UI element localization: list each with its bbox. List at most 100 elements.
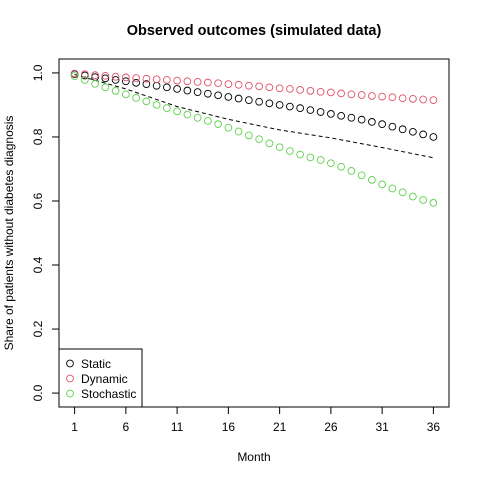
legend-marker-static [66,359,74,368]
data-point-stochastic [255,135,263,144]
y-tick-label: 0.4 [31,256,45,273]
y-tick-label: 0.2 [31,320,45,337]
data-point-dynamic [91,71,99,80]
data-point-dynamic [265,83,274,92]
data-point-static [173,85,181,93]
data-point-static [132,78,140,87]
x-axis-label: Month [237,450,270,464]
data-point-static [142,80,151,88]
data-point-dynamic [337,89,345,98]
data-point-dynamic [183,77,192,86]
x-tick-label: 26 [324,420,338,434]
data-point-static [368,118,376,126]
data-point-dynamic [347,90,356,99]
data-point-dynamic [327,88,335,97]
data-point-static [122,77,130,86]
data-point-dynamic [409,94,417,103]
data-point-stochastic [378,180,386,189]
y-axis: 0.0 0.2 0.4 0.6 0.8 1.0 [31,64,60,401]
data-point-stochastic [183,110,192,119]
data-point-static [255,97,263,106]
data-point-stochastic [419,196,428,204]
data-point-static [347,113,356,122]
data-point-static [296,104,304,112]
legend-label-stochastic: Stochastic [81,387,136,401]
legend-marker-dynamic [66,374,74,383]
data-point-stochastic [193,113,202,122]
data-point-static [214,91,222,100]
data-point-static [409,127,417,136]
data-point-static [388,122,397,131]
x-tick-label: 36 [427,420,441,434]
data-point-stochastic [327,159,335,168]
data-point-stochastic [316,156,325,164]
data-point-stochastic [347,167,356,175]
x-tick-label: 1 [71,420,78,434]
data-point-stochastic [368,176,376,184]
x-tick-label: 6 [123,420,130,434]
chart-title: Observed outcomes (simulated data) [127,23,382,39]
data-point-dynamic [163,76,171,84]
series-static [70,70,438,141]
data-point-static [419,130,428,139]
series-stochastic [70,72,438,207]
data-point-static [316,108,325,116]
data-point-stochastic [234,127,243,136]
data-point-stochastic [91,79,99,88]
y-tick-label: 0.6 [31,192,45,209]
data-point-dynamic [245,81,253,90]
data-point-stochastic [429,199,438,207]
data-point-static [378,120,386,129]
data-point-stochastic [111,86,120,95]
data-point-dynamic [388,93,397,102]
data-point-dynamic [193,78,202,86]
data-point-dynamic [142,74,151,83]
data-point-stochastic [214,120,222,129]
data-point-dynamic [152,75,161,84]
data-point-dynamic [357,91,366,99]
data-point-static [101,74,110,83]
y-tick-label: 0.8 [31,128,45,145]
legend-box [58,348,143,408]
data-point-dynamic [80,70,89,79]
data-point-stochastic [132,94,140,102]
data-point-static [183,86,192,95]
data-point-dynamic [173,76,181,85]
x-tick-label: 21 [273,420,287,434]
data-point-dynamic [111,72,120,81]
data-point-stochastic [173,107,181,116]
data-point-dynamic [234,80,243,89]
data-point-stochastic [409,192,417,201]
data-point-dynamic [224,80,233,88]
data-point-static [224,93,233,101]
y-tick-label: 0.0 [31,384,45,401]
data-point-stochastic [101,83,110,92]
legend-marker-stochastic [66,389,74,398]
data-point-static [286,102,294,111]
y-axis-label: Share of patients without diabetes diagn… [2,116,16,351]
legend-label-dynamic: Dynamic [81,372,128,386]
data-point-static [193,88,202,96]
data-point-stochastic [265,139,274,148]
x-tick-label: 11 [171,420,184,434]
data-point-stochastic [337,162,345,171]
data-point-stochastic [286,147,294,155]
data-point-stochastic [80,76,89,84]
data-point-static [398,125,407,134]
data-point-dynamic [316,87,325,96]
data-point-stochastic [142,97,151,106]
data-point-dynamic [101,71,110,80]
data-point-dynamic [296,86,304,94]
data-point-static [337,111,345,120]
data-point-static [204,89,212,98]
data-point-stochastic [398,188,407,197]
data-point-stochastic [70,72,79,80]
data-point-dynamic [255,82,263,91]
data-point-static [265,99,274,108]
data-point-dynamic [122,73,130,82]
data-point-static [111,76,120,84]
data-point-dynamic [286,85,294,93]
data-point-dynamic [419,95,428,104]
